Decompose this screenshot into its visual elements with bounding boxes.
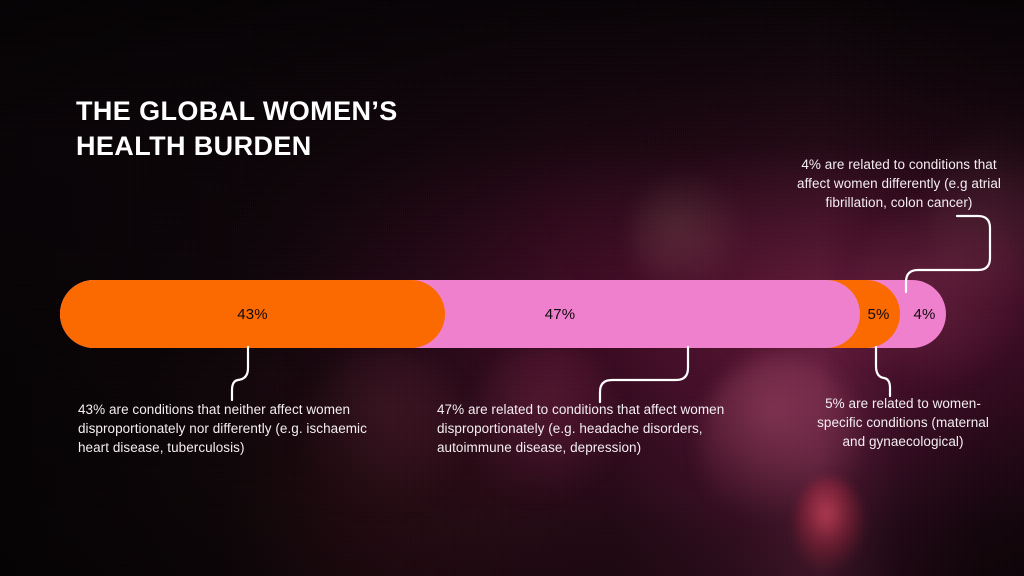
- bar-segment-label-5pct: 5%: [867, 305, 890, 323]
- bar-segment-label-43pct: 43%: [237, 305, 268, 323]
- connector-47pct: [598, 345, 690, 404]
- page-title: THE GLOBAL WOMEN’S HEALTH BURDEN: [76, 96, 398, 161]
- connector-5pct: [874, 345, 892, 398]
- callout-5pct: 5% are related to women-specific conditi…: [817, 396, 989, 450]
- bar-segment-label-47pct: 47%: [544, 305, 576, 323]
- callout-43pct: 43% are conditions that neither affect w…: [78, 402, 367, 456]
- callout-47pct: 47% are related to conditions that affec…: [437, 402, 725, 456]
- callout-4pct: 4% are related to conditions that affect…: [797, 157, 1001, 211]
- bar-segment-label-4pct: 4%: [913, 305, 936, 323]
- connector-43pct: [230, 345, 250, 402]
- stacked-bar-chart: 4% 5% 47% 43%: [60, 280, 946, 348]
- bar-segment-43pct[interactable]: 43%: [60, 280, 445, 348]
